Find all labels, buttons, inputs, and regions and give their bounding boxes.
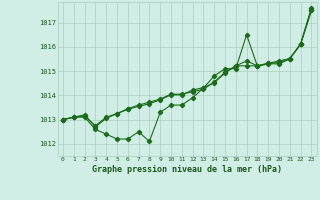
X-axis label: Graphe pression niveau de la mer (hPa): Graphe pression niveau de la mer (hPa) [92, 165, 282, 174]
